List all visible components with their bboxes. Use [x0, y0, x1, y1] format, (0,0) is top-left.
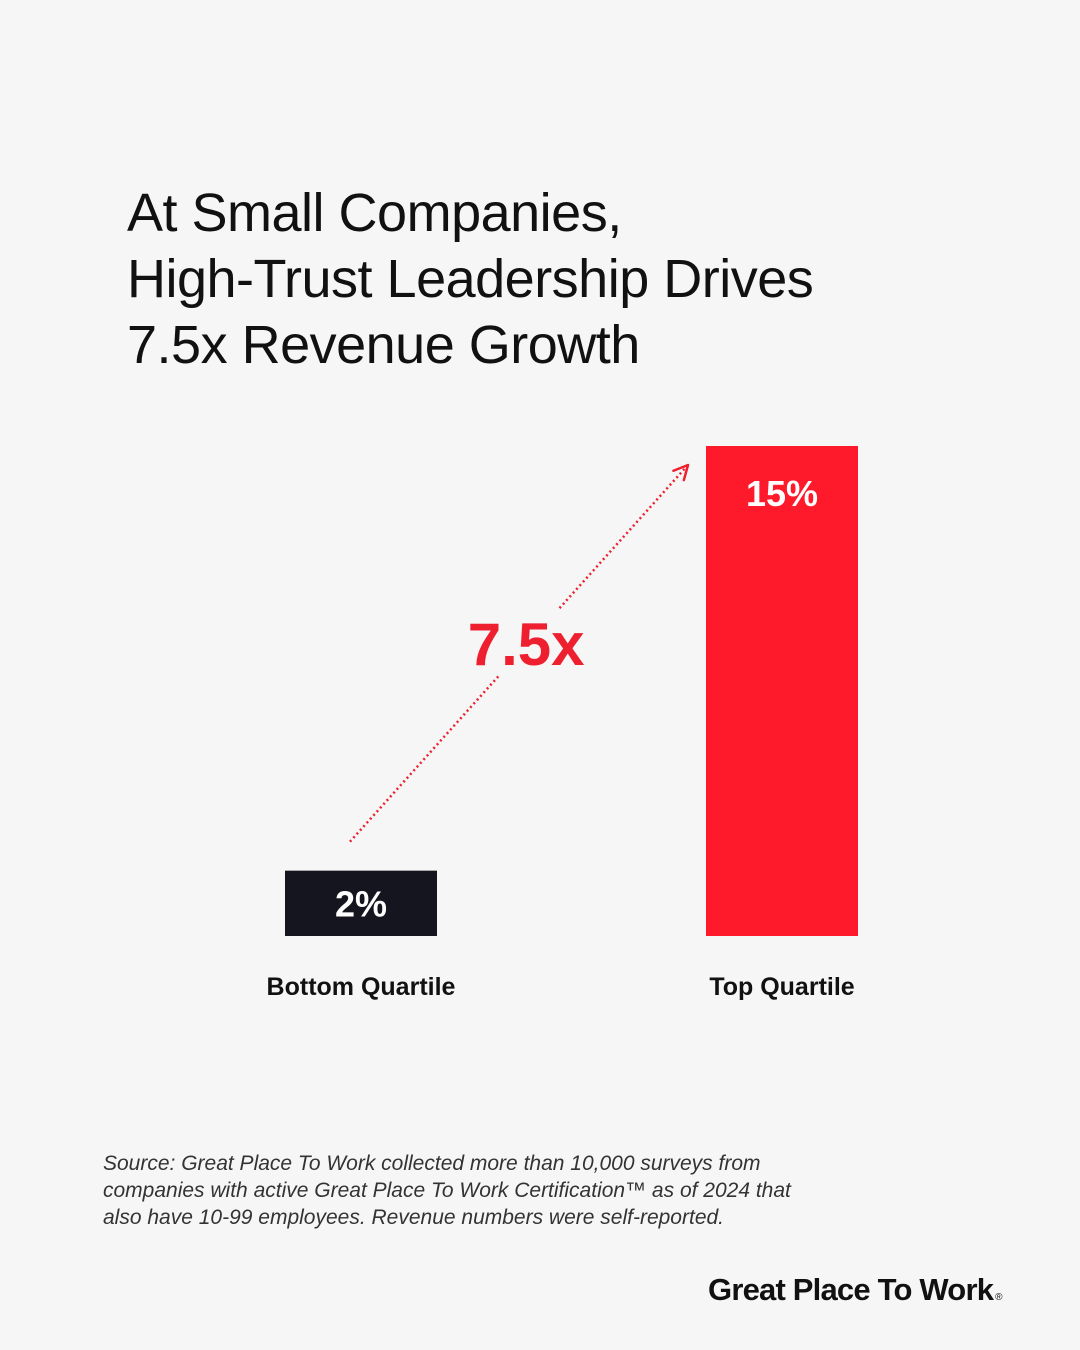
- source-line-1: Source: Great Place To Work collected mo…: [103, 1152, 761, 1175]
- value-label-top-quartile: 15%: [746, 473, 818, 514]
- title-line-1: At Small Companies,: [127, 183, 622, 243]
- source-line-3: also have 10-99 employees. Revenue numbe…: [103, 1206, 725, 1229]
- growth-arrow-lower-segment: [349, 675, 500, 843]
- growth-arrow-upper-segment: [558, 463, 690, 609]
- title-line-2: High-Trust Leadership Drives: [127, 249, 814, 309]
- source-note: Source: Great Place To Work collected mo…: [103, 1150, 903, 1231]
- bar-bottom-quartile: [285, 870, 437, 936]
- bar-chart: 2% Bottom Quartile 15% Top Quartile 7.5x: [267, 446, 858, 1001]
- category-label-top-quartile: Top Quartile: [709, 973, 854, 1001]
- page-title: At Small Companies, High-Trust Leadershi…: [127, 180, 987, 378]
- logo-text: Great Place To Work: [708, 1272, 994, 1307]
- great-place-to-work-logo: Great Place To Work ®: [708, 1272, 1002, 1308]
- title-line-3: 7.5x Revenue Growth: [127, 315, 640, 375]
- category-label-bottom-quartile: Bottom Quartile: [267, 973, 456, 1001]
- source-line-2: companies with active Great Place To Wor…: [103, 1179, 791, 1202]
- registered-mark: ®: [995, 1292, 1002, 1303]
- value-label-bottom-quartile: 2%: [335, 883, 387, 924]
- growth-multiplier-annotation: 7.5x: [468, 611, 585, 678]
- bar-top-quartile: [706, 446, 858, 936]
